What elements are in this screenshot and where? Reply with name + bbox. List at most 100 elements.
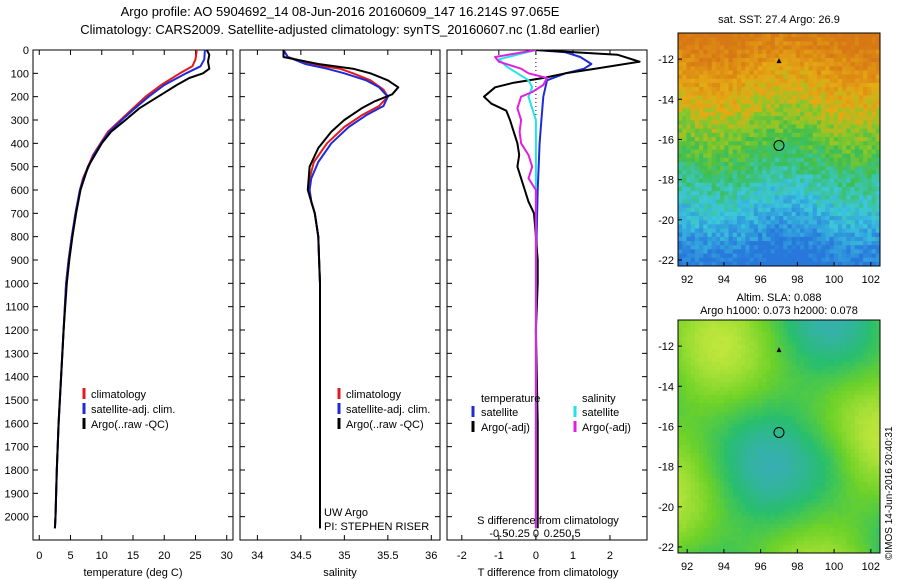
sst-map-cell [707,53,713,59]
sst-map-cell [800,82,805,88]
sla-map-cell [804,320,810,325]
sst-map-cell [753,33,759,38]
sst-map-cell [833,137,839,142]
sla-map-cell [779,324,784,329]
sst-map-cell [707,66,713,72]
sst-map-cell [699,53,704,59]
sla-map-cell [795,444,801,450]
sst-map-cell [766,249,772,255]
sla-map-cell [736,386,742,392]
sst-map-cell [783,87,789,92]
sst-map-cell [846,70,852,76]
sla-map-cell [858,469,864,475]
sla-map-cell [682,419,688,425]
sst-map-cell [829,186,835,192]
sla-map-cell [745,369,751,375]
sst-map-cell [720,253,725,259]
sla-map-cell [787,332,793,338]
sla-map-cell [825,369,831,375]
sla-map-cell [808,448,814,454]
sla-map-cell [808,465,814,471]
sst-map-cell [858,224,864,230]
sla-map-cell [863,424,868,429]
sla-map-cell [682,424,688,429]
sla-map-cell [720,407,725,413]
sla-map-cell [724,490,730,496]
sst-map-cell [703,191,709,196]
sst-map-cell [842,220,847,225]
sla-map-cell [850,478,856,483]
sla-map-cell [762,457,767,463]
sst-map-cell [715,132,721,138]
sla-map-cell [753,332,759,338]
sst-map-cell [854,245,860,250]
sla-map-cell [715,344,721,350]
sst-map-cell [795,66,801,72]
sst-map-cell [833,195,839,201]
sla-map-cell [829,411,835,417]
sst-map-cell [846,91,852,97]
sla-map-cell [791,382,797,388]
sla-map-cell [867,469,873,475]
sst-map-cell [779,166,784,171]
sst-map-cell [774,33,780,38]
sla-map-cell [770,382,776,388]
sla-map-cell [762,394,767,400]
temperature-ytick-label: 200 [11,92,29,104]
sla-map-cell [757,365,763,371]
sla-map-cell [766,432,772,438]
sst-map-cell [707,33,713,38]
sla-map-cell [850,428,856,433]
sst-map-cell [833,174,839,180]
sst-map-cell [724,170,730,176]
sst-map-cell [753,241,759,246]
sst-map-cell [741,207,746,213]
sst-map-cell [779,103,784,109]
sla-map-cell [858,378,864,384]
sst-map-cell [774,49,780,55]
sla-map-cell [821,407,826,413]
sst-map-cell [791,107,797,113]
sla-map-cell [762,432,767,438]
sst-map-cell [741,57,746,63]
sla-map-cell [858,320,864,325]
sla-map-cell [741,361,746,367]
sst-map-cell [732,82,738,88]
sst-map-cell [724,178,730,184]
sst-map-cell [842,74,847,80]
sla-map-cell [854,340,860,346]
sla-map-cell [732,361,738,367]
sla-map-cell [699,353,704,359]
sst-map-cell [842,120,847,126]
sla-map-cell [741,332,746,338]
sst-map-cell [766,191,772,196]
sst-map-cell [715,182,721,188]
sla-map-cell [682,340,688,346]
sst-map-cell [678,191,683,196]
sla-map-cell [757,453,763,458]
sla-map-cell [699,478,704,483]
sst-map-cell [795,207,801,213]
sst-map-cell [837,261,843,266]
sst-map-cell [816,124,822,130]
sla-map-cell [867,453,873,458]
sla-map-cell [863,465,868,471]
sst-map-cell [749,49,755,55]
sst-map-cell [804,236,810,242]
sla-map-cell [741,340,746,346]
sst-map-cell [699,41,704,47]
sst-map-cell [804,62,810,67]
sst-map-cell [694,199,700,205]
sla-map-cell [846,453,852,458]
sst-map-cell [715,178,721,184]
sst-map-cell [732,207,738,213]
sst-map-cell [800,124,805,130]
sla-map-cell [766,424,772,429]
sst-map-cell [715,82,721,88]
sla-map-cell [699,469,704,475]
sst-map-cell [720,220,725,225]
sla-map-cell [728,369,734,375]
sst-map-cell [766,99,772,105]
sst-map-cell [787,116,793,121]
sla-map-cell [745,415,751,421]
